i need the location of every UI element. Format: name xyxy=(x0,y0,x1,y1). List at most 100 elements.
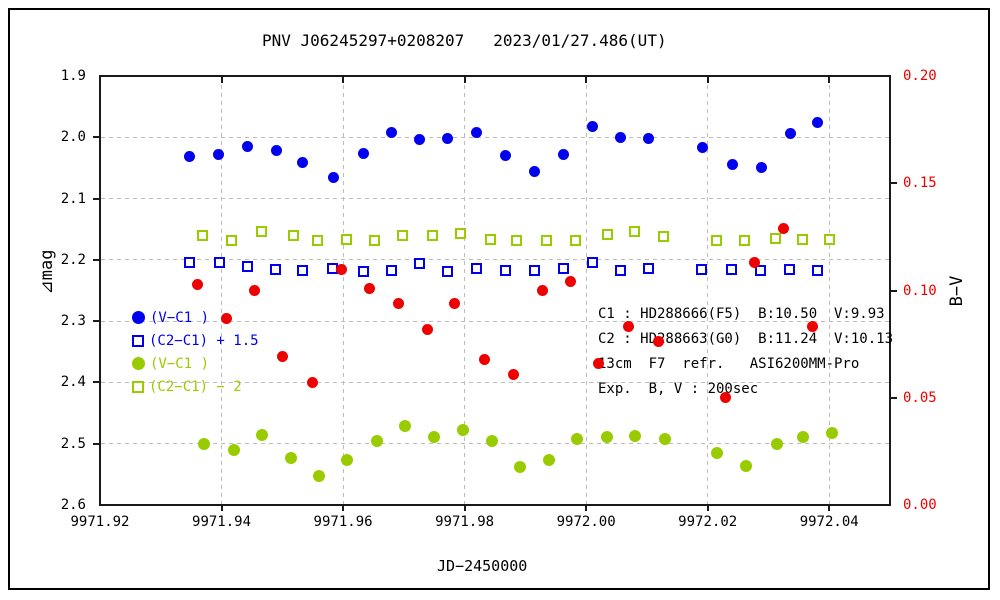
c2-c1-green-point xyxy=(196,229,208,241)
x-tick-bottom xyxy=(706,506,709,511)
v-c1-blue-point xyxy=(213,148,224,160)
c2-c1-green-point xyxy=(341,233,353,245)
v-c1-blue-point xyxy=(615,132,627,144)
x-tick-label: 9972.02 xyxy=(678,514,738,530)
v-c1-green-point xyxy=(227,444,240,457)
b-v-red-point xyxy=(307,377,319,389)
x-tick-label: 9971.92 xyxy=(70,514,130,530)
legend-label: (V−C1 ) xyxy=(150,355,210,372)
c2-c1-green-point xyxy=(369,234,381,246)
plot-frame xyxy=(99,75,891,506)
c2-c1-blue-point xyxy=(184,257,196,269)
v-c1-blue-point xyxy=(270,145,282,157)
b-v-red-point xyxy=(191,278,203,290)
v-c1-green-point xyxy=(341,454,354,467)
annotation-line: Exp. B, V : 200sec xyxy=(598,381,759,397)
legend-square-marker xyxy=(132,334,144,347)
outer-border xyxy=(8,8,990,590)
v-c1-blue-point xyxy=(557,148,569,160)
b-v-red-point xyxy=(565,276,577,288)
b-v-red-point xyxy=(364,282,376,294)
c2-c1-blue-point xyxy=(615,264,627,276)
b-v-red-point xyxy=(422,323,434,335)
c2-c1-green-point xyxy=(226,234,238,246)
y-tick-right xyxy=(891,182,897,185)
x-tick-top xyxy=(828,77,831,83)
v-c1-green-point xyxy=(711,446,724,459)
b-v-red-point xyxy=(277,351,289,363)
y-tick-left xyxy=(93,320,99,323)
y-tick-left xyxy=(93,136,99,139)
x-tick-bottom xyxy=(828,506,831,511)
legend-circle-marker xyxy=(132,357,145,370)
c2-c1-green-point xyxy=(657,231,669,243)
v-c1-green-point xyxy=(285,452,298,465)
x-tick-top xyxy=(342,77,345,83)
h-gridline xyxy=(101,320,889,322)
v-c1-blue-point xyxy=(327,172,339,184)
v-c1-green-point xyxy=(797,430,810,443)
c2-c1-green-point xyxy=(770,232,782,244)
c2-c1-blue-point xyxy=(725,264,737,276)
h-gridline xyxy=(101,136,889,138)
legend-label: (C2−C1) − 2 xyxy=(149,378,242,395)
v-c1-blue-point xyxy=(812,117,824,129)
y-tick-label-right: 0.10 xyxy=(903,282,937,299)
x-tick-label: 9971.98 xyxy=(435,514,495,530)
v-c1-blue-point xyxy=(297,156,309,168)
b-v-red-point xyxy=(592,357,604,369)
v-c1-blue-point xyxy=(529,166,540,178)
v-c1-blue-point xyxy=(785,128,797,140)
x-tick-label: 9971.96 xyxy=(313,514,373,530)
c2-c1-blue-point xyxy=(500,264,512,276)
x-tick-top xyxy=(706,77,709,83)
v-c1-blue-point xyxy=(442,133,454,144)
c2-c1-blue-point xyxy=(471,262,483,274)
y-tick-label-left: 2.3 xyxy=(60,313,86,330)
h-gridline xyxy=(101,198,889,200)
v-c1-blue-point xyxy=(357,147,369,159)
v-gridline xyxy=(585,77,587,504)
y-tick-label-left: 1.9 xyxy=(60,68,86,84)
x-tick-bottom xyxy=(585,506,588,511)
y-tick-right xyxy=(891,289,897,292)
v-c1-green-point xyxy=(485,434,498,447)
b-v-red-point xyxy=(479,353,491,365)
v-gridline xyxy=(707,77,709,504)
v-c1-green-point xyxy=(197,437,210,450)
v-c1-green-point xyxy=(399,419,412,432)
x-tick-label: 9972.00 xyxy=(556,514,616,530)
v-gridline xyxy=(342,77,344,504)
y-tick-label-right: 0.20 xyxy=(903,68,937,84)
legend-item: (V−C1 ) xyxy=(132,352,209,375)
v-c1-blue-point xyxy=(500,150,512,162)
annotation-block: C1 : HD288666(F5) B:10.50 V:9.93 C2 : HD2… xyxy=(598,302,893,402)
y-tick-label-right: 0.05 xyxy=(903,389,937,406)
x-tick-bottom xyxy=(463,506,466,511)
v-c1-green-point xyxy=(427,430,440,443)
y-tick-right xyxy=(891,396,897,399)
x-axis-label: JD−2450000 xyxy=(437,557,528,575)
h-gridline xyxy=(101,381,889,383)
c2-c1-blue-point xyxy=(811,264,823,276)
legend-item: (C2−C1) + 1.5 xyxy=(132,329,259,352)
x-tick-bottom xyxy=(220,506,223,511)
c2-c1-green-point xyxy=(312,235,324,247)
x-tick-top xyxy=(220,77,223,83)
c2-c1-green-point xyxy=(711,234,723,246)
annotation-line: C1 : HD288666(F5) B:10.50 V:9.93 xyxy=(598,306,885,322)
c2-c1-green-point xyxy=(738,234,750,246)
c2-c1-green-point xyxy=(455,228,467,239)
chart-title: PNV J06245297+0208207 2023/01/27.486(UT) xyxy=(262,31,667,50)
c2-c1-green-point xyxy=(288,230,300,242)
c2-c1-blue-point xyxy=(643,262,655,274)
v-c1-green-point xyxy=(628,430,641,443)
v-c1-blue-point xyxy=(413,134,425,146)
c2-c1-blue-point xyxy=(529,264,540,276)
v-c1-blue-point xyxy=(643,133,655,144)
y-tick-label-left: 2.4 xyxy=(60,374,86,391)
c2-c1-blue-point xyxy=(557,262,569,274)
b-v-red-point xyxy=(220,312,232,324)
y-tick-left xyxy=(93,442,99,445)
